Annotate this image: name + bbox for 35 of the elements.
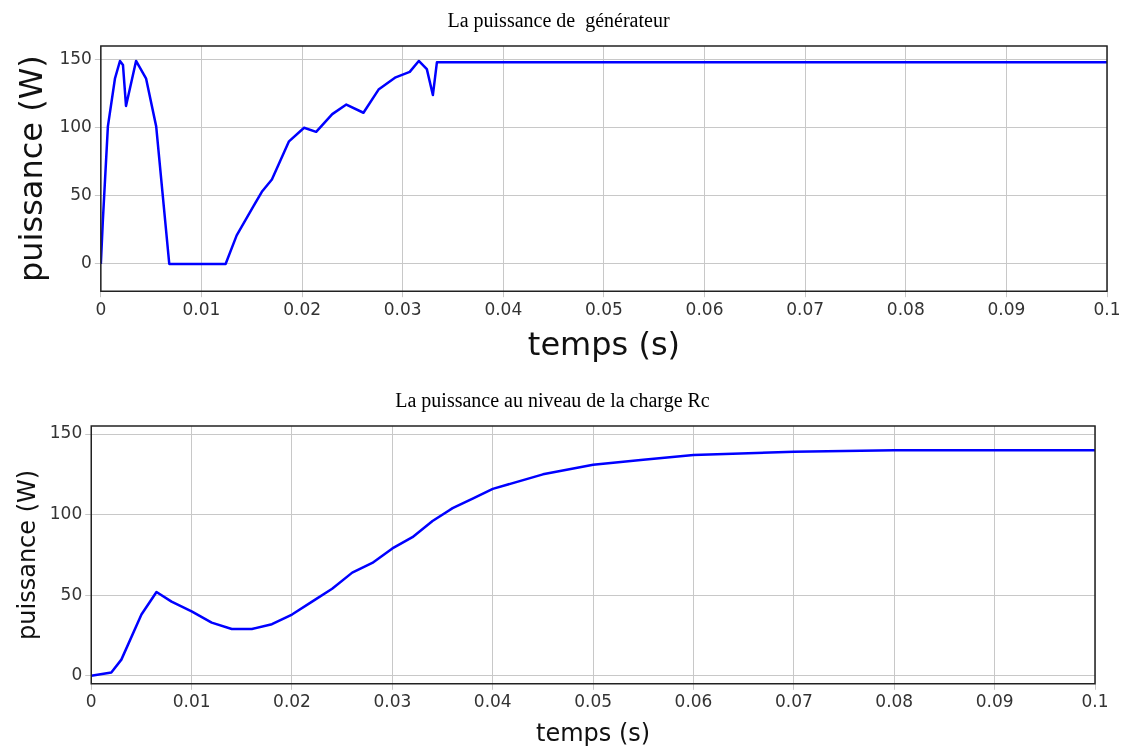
x-tick-label: 0.03: [383, 298, 422, 319]
x-tick-label: 0.01: [172, 691, 211, 712]
x-tick-label: 0.06: [674, 691, 713, 712]
x-tick-label: 0: [95, 298, 107, 319]
y-tick-label: 150: [59, 48, 92, 69]
x-tick-label: 0.08: [886, 298, 925, 319]
x-tick-label: 0.05: [574, 691, 613, 712]
x-tick-label: 0.05: [584, 298, 623, 319]
x-tick-label: 0.03: [373, 691, 412, 712]
y-tick-label: 50: [70, 184, 92, 205]
y-tick-label: 0: [81, 252, 92, 273]
x-axis-title: temps (s): [536, 718, 651, 747]
x-tick-label: 0.08: [875, 691, 914, 712]
x-tick-label: 0.06: [685, 298, 724, 319]
x-tick-label: 0.1: [1081, 691, 1109, 712]
y-axis-title: puissance (W): [11, 55, 50, 282]
x-axis-title: temps (s): [527, 325, 681, 364]
chart-title: La puissance au niveau de la charge Rc: [395, 389, 710, 413]
x-tick-label: 0.02: [273, 691, 311, 712]
x-tick-label: 0.09: [987, 298, 1026, 319]
x-tick-label: 0.09: [975, 691, 1014, 712]
x-tick-label: 0.07: [786, 298, 825, 319]
y-tick-label: 100: [49, 503, 83, 524]
y-tick-label: 50: [60, 583, 83, 604]
x-tick-label: 0.01: [182, 298, 221, 319]
y-tick-label: 0: [71, 664, 83, 685]
y-tick-label: 100: [59, 116, 92, 137]
x-tick-label: 0.04: [484, 298, 523, 319]
x-tick-label: 0.1: [1093, 298, 1121, 319]
y-tick-label: 150: [49, 422, 83, 443]
y-axis-title: puissance (W): [12, 469, 41, 640]
x-tick-label: 0.02: [283, 298, 322, 319]
x-tick-label: 0.04: [473, 691, 512, 712]
chart-title: La puissance de générateur: [447, 9, 670, 33]
x-tick-label: 0.07: [774, 691, 813, 712]
